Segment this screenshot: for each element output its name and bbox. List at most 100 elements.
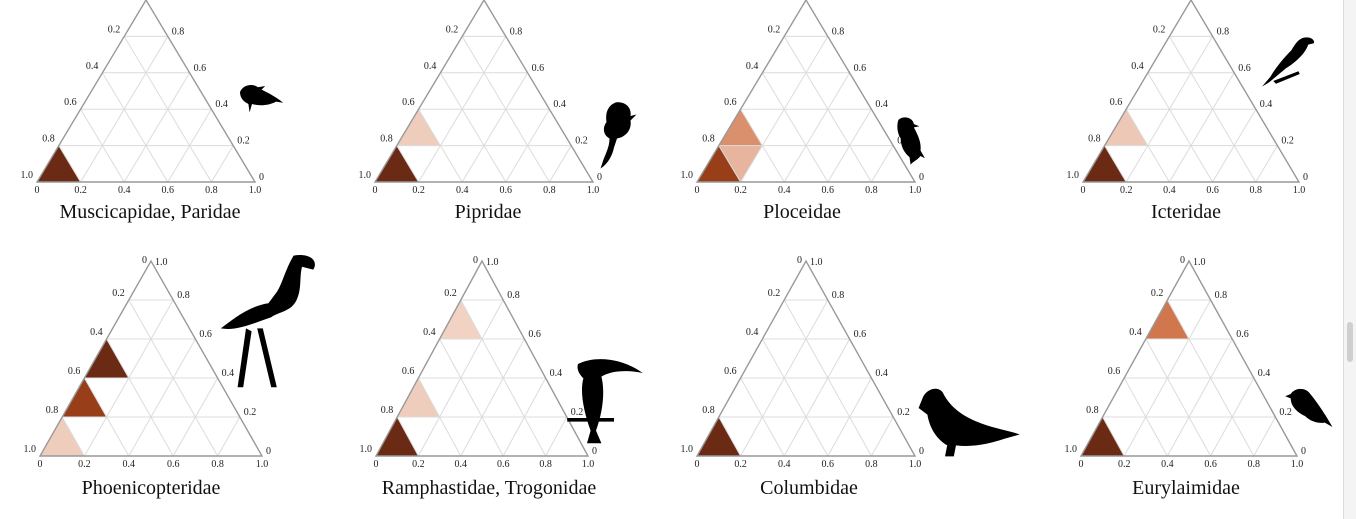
left-tick-label: 0.4: [90, 327, 103, 338]
left-tick-label: 0.8: [1086, 405, 1099, 416]
right-tick-label: 0.4: [550, 368, 563, 379]
left-tick-label: 0.4: [86, 61, 99, 72]
apex-left-label: 0: [1180, 255, 1185, 266]
grid-line: [761, 72, 829, 183]
right-tick-label: 0: [597, 172, 602, 183]
left-tick-label: 0.2: [112, 288, 125, 299]
ternary-panel: 0 0.2 0.4 0.6 0.8 1.0 0.2 0.4 0.6 0.8 1.0 0.8 0.6 0.4…: [681, 255, 1020, 499]
ternary-frame: [35, 0, 257, 183]
grid-line: [1253, 416, 1276, 457]
right-tick-label: 0.8: [507, 290, 520, 301]
bottom-tick-label: 0.8: [205, 185, 218, 196]
grid-line: [1166, 338, 1233, 457]
right-tick-label: 0: [266, 446, 271, 457]
toucan-silhouette-icon: [567, 359, 643, 444]
ternary-cell: [439, 300, 482, 339]
left-tick-label: 0.8: [46, 405, 59, 416]
bottom-tick-label: 0.2: [78, 459, 91, 470]
bottom-tick-label: 0.6: [1204, 459, 1217, 470]
grid-line: [58, 145, 82, 183]
right-tick-label: 0.6: [1236, 329, 1249, 340]
bottom-tick-label: 0.2: [412, 185, 425, 196]
ternary-cell: [1104, 109, 1148, 146]
right-tick-label: 0.6: [854, 63, 867, 74]
grid-line: [783, 338, 851, 457]
left-tick-label: 0.6: [724, 97, 737, 108]
bottom-tick-label: 0.4: [1163, 185, 1176, 196]
left-tick-label: 1.0: [360, 444, 373, 455]
grid-line: [217, 416, 241, 457]
scrollbar-thumb[interactable]: [1347, 322, 1353, 362]
grid-line: [1123, 377, 1168, 457]
right-tick-label: 0.2: [571, 407, 584, 418]
ternary-cell: [397, 378, 440, 417]
bottom-tick-label: 0.8: [865, 459, 878, 470]
bottom-tick-label: 0: [373, 185, 378, 196]
bottom-tick-label: 0.8: [1248, 459, 1261, 470]
right-tick-label: 0: [919, 446, 924, 457]
right-tick-label: 0.4: [875, 99, 888, 110]
grid-line: [396, 145, 420, 183]
ternary-panel: 0 0.2 0.4 0.6 0.8 1.0 0.2 0.4 0.6 0.8 1.0 0.8 0.6 0.4…: [359, 0, 637, 223]
songbird-silhouette-icon: [240, 84, 284, 113]
silhouette-shape: [1262, 37, 1315, 87]
silhouette-shape: [918, 388, 1020, 457]
panel-title: Phoenicopteridae: [82, 477, 221, 499]
left-tick-label: 0.2: [444, 288, 457, 299]
apex-left-label: 0: [142, 255, 147, 266]
panel-title: Ploceidae: [763, 201, 841, 223]
right-tick-label: 0.8: [832, 290, 845, 301]
grid-line: [1166, 299, 1255, 457]
right-tick-label: 0.8: [832, 26, 845, 37]
ternary-frame: [374, 259, 590, 457]
right-tick-label: 0.6: [532, 63, 545, 74]
left-tick-label: 0.2: [108, 24, 121, 35]
ternary-cell: [697, 417, 741, 456]
grid-line: [123, 36, 212, 183]
ternary-cell: [396, 109, 441, 146]
weaver-silhouette-icon: [897, 117, 925, 165]
bottom-tick-label: 0.2: [74, 185, 87, 196]
right-tick-label: 0.4: [875, 368, 888, 379]
right-tick-label: 0.6: [199, 329, 212, 340]
grid-line: [461, 36, 550, 183]
grid-line: [106, 338, 174, 457]
bottom-tick-label: 0.6: [1206, 185, 1219, 196]
bottom-tick-label: 1.0: [249, 185, 262, 196]
silhouette-shape: [220, 255, 315, 388]
bottom-tick-label: 0.2: [1120, 185, 1133, 196]
bottom-tick-label: 1.0: [582, 459, 595, 470]
panel-title: Muscicapidae, Paridae: [59, 201, 240, 223]
bottom-tick-label: 1.0: [256, 459, 269, 470]
ternary-cell: [1081, 417, 1125, 456]
left-tick-label: 0.6: [68, 366, 81, 377]
ternary-panel: 0 0.2 0.4 0.6 0.8 1.0 0.2 0.4 0.6 0.8 1.0 0.8 0.6 0.4…: [1065, 255, 1333, 499]
apex-right-label: 1.0: [486, 257, 499, 268]
vertical-scrollbar[interactable]: [1343, 0, 1356, 519]
left-tick-label: 0.2: [1153, 24, 1166, 35]
blackbird-silhouette-icon: [1262, 37, 1315, 87]
left-tick-label: 0.8: [42, 134, 55, 145]
ternary-frame: [1079, 259, 1299, 457]
right-tick-label: 0.8: [1215, 290, 1228, 301]
left-tick-label: 1.0: [1065, 444, 1078, 455]
grid-line: [128, 338, 196, 457]
left-tick-label: 0.2: [768, 288, 781, 299]
left-tick-label: 0.4: [424, 61, 437, 72]
bottom-tick-label: 1.0: [1291, 459, 1304, 470]
panel-title: Pipridae: [455, 201, 522, 223]
bottom-tick-label: 0.4: [778, 185, 791, 196]
left-tick-label: 0.4: [423, 327, 436, 338]
grid-line: [83, 377, 130, 457]
right-tick-label: 0.2: [244, 407, 256, 418]
bottom-tick-label: 0.8: [1250, 185, 1263, 196]
bottom-tick-label: 0: [1081, 185, 1086, 196]
apex-right-label: 1.0: [810, 257, 823, 268]
grid-line: [1255, 145, 1278, 183]
right-tick-label: 0.2: [575, 136, 588, 147]
ternary-cell: [40, 417, 85, 456]
bottom-tick-label: 0.2: [1118, 459, 1131, 470]
right-tick-label: 0: [259, 172, 264, 183]
grid-line: [1168, 36, 1257, 183]
